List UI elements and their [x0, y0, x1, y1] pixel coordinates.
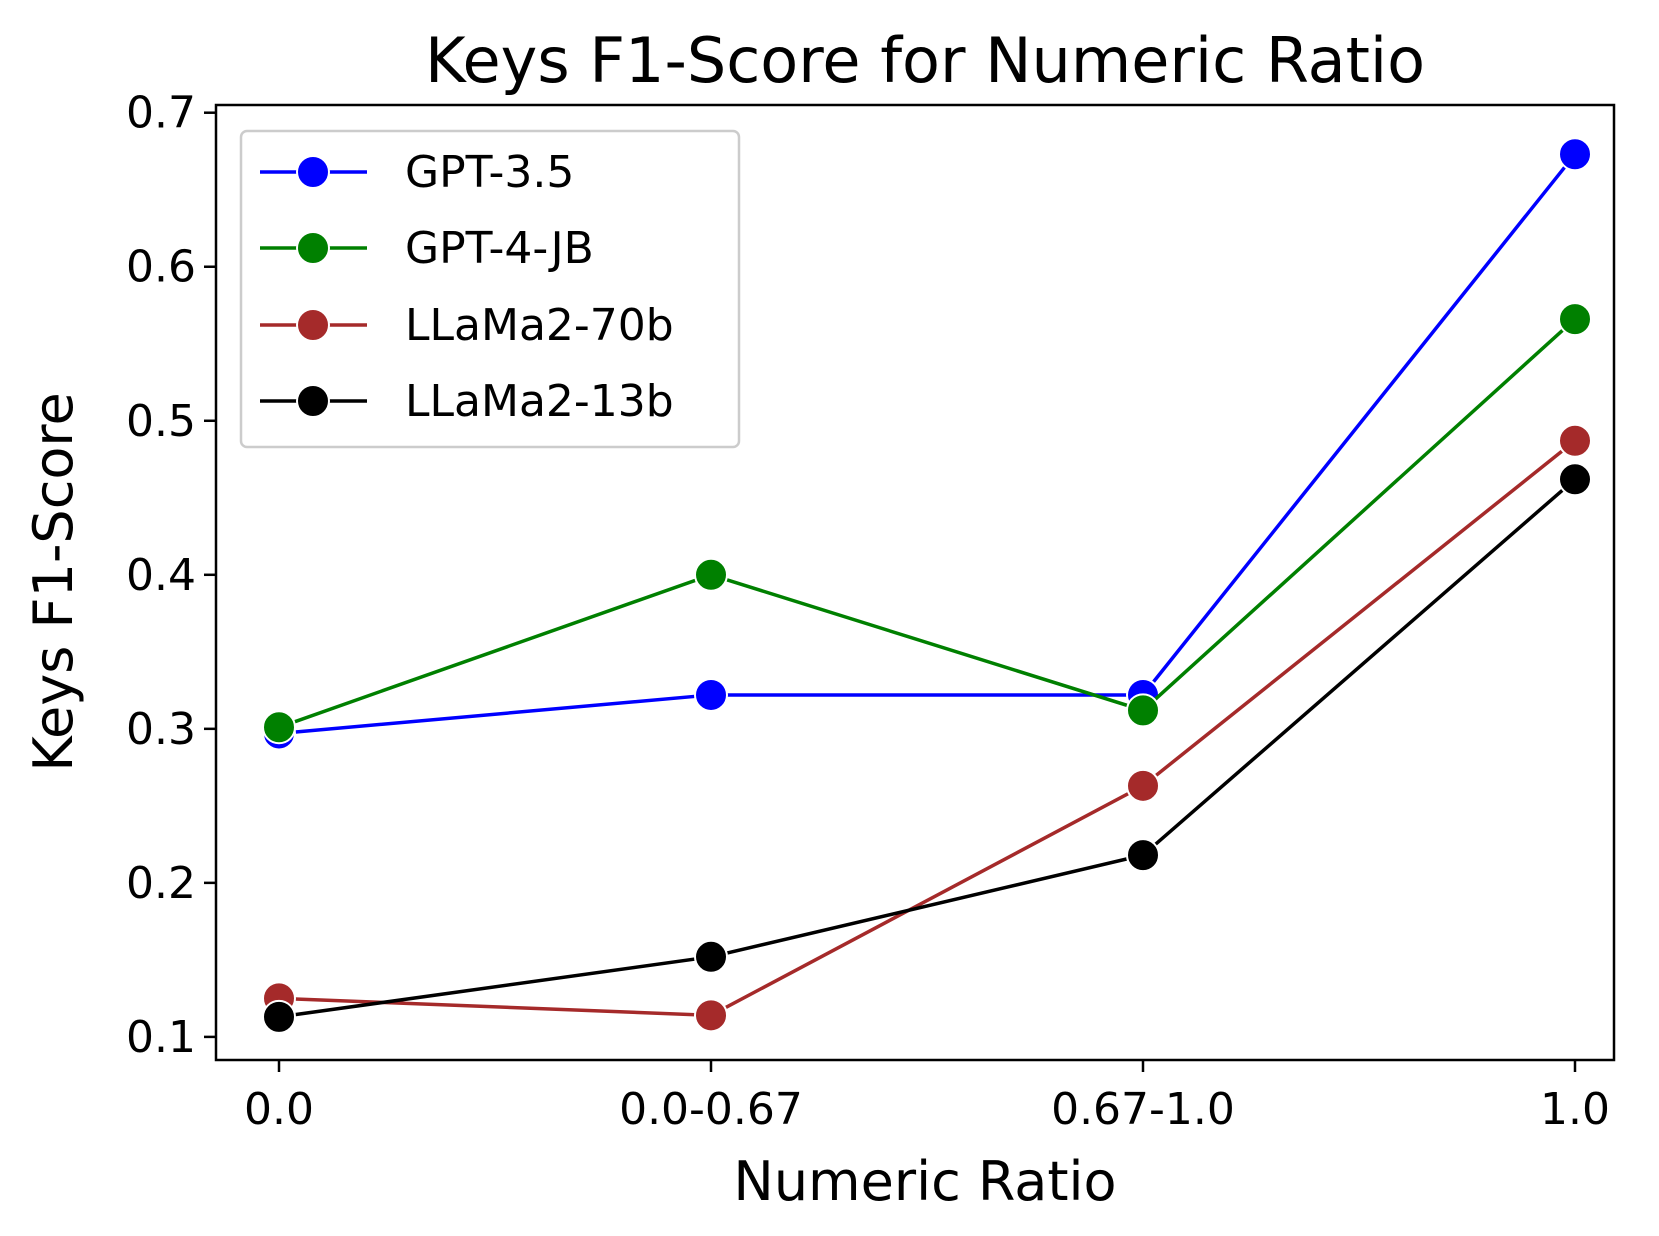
legend-marker [296, 384, 330, 418]
y-tick-label: 0.1 [126, 1012, 196, 1063]
series-line-llama2-70b [278, 439, 1577, 1018]
x-tick-label: 0.0 [244, 1084, 314, 1135]
x-tick-label: 1.0 [1540, 1084, 1610, 1135]
data-point-llama2-13b [694, 939, 728, 974]
y-tick-label: 0.4 [126, 550, 196, 601]
legend-marker [296, 308, 330, 342]
data-point-llama2-13b [1558, 462, 1592, 497]
y-tick-label: 0.6 [126, 242, 196, 293]
legend-label: GPT-3.5 [405, 147, 574, 198]
data-point-gpt-4-jb [694, 557, 728, 592]
data-point-llama2-70b [1558, 423, 1592, 458]
series-line-gpt-4-jb [278, 317, 1577, 729]
chart-title: Keys F1-Score for Numeric Ratio [425, 24, 1425, 97]
legend-label: LLaMa2-13b [405, 376, 674, 427]
data-point-llama2-70b [694, 998, 728, 1033]
x-axis: 0.0 0.0-0.67 0.67-1.0 1.0 [244, 1060, 1610, 1135]
legend-marker [296, 155, 330, 189]
legend-label: LLaMa2-70b [405, 300, 674, 351]
series-line-gpt-3-5 [278, 153, 1577, 736]
y-axis-label: Keys F1-Score [22, 392, 85, 771]
data-point-gpt-4-jb [1126, 693, 1160, 728]
data-point-gpt-3-5 [1558, 137, 1592, 172]
plot-frame [214, 103, 1616, 1062]
series-line-llama2-13b [278, 477, 1577, 1019]
series-layer [262, 137, 1592, 1034]
data-point-llama2-13b [1126, 838, 1160, 873]
y-tick-label: 0.3 [126, 704, 196, 755]
y-tick-label: 0.5 [126, 396, 196, 447]
legend: GPT-3.5 GPT-4-JB LLaMa2-70b LLaMa2-13b [239, 129, 741, 449]
y-axis: 0.1 0.2 0.3 0.4 0.5 0.6 0.7 [126, 88, 216, 1063]
y-tick-label: 0.7 [126, 88, 196, 139]
x-tick-label: 0.0-0.67 [619, 1084, 803, 1135]
x-axis-label: Numeric Ratio [733, 1150, 1116, 1213]
data-point-gpt-4-jb [262, 710, 296, 745]
data-point-gpt-3-5 [694, 677, 728, 712]
legend-marker [296, 231, 330, 265]
legend-box [239, 129, 741, 449]
data-point-llama2-13b [262, 999, 296, 1034]
data-point-gpt-4-jb [1558, 302, 1592, 337]
data-point-llama2-70b [1126, 768, 1160, 803]
x-tick-label: 0.67-1.0 [1051, 1084, 1235, 1135]
legend-label: GPT-4-JB [405, 223, 594, 274]
y-tick-label: 0.2 [126, 858, 196, 909]
